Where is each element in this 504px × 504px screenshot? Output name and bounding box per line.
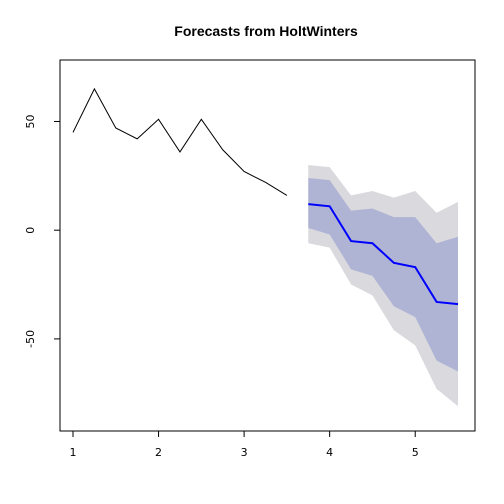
- x-tick-label: 4: [326, 446, 333, 459]
- y-tick-label: -50: [24, 330, 37, 348]
- x-tick-label: 3: [241, 446, 248, 459]
- x-tick-label: 1: [70, 446, 77, 459]
- x-tick-label: 5: [412, 446, 419, 459]
- x-tick-label: 2: [155, 446, 162, 459]
- y-tick-label: 50: [24, 114, 37, 128]
- y-tick-label: 0: [24, 227, 37, 234]
- chart-title: Forecasts from HoltWinters: [174, 23, 358, 39]
- historical-series-line: [72, 87, 288, 196]
- forecast-mean-line: [308, 203, 459, 306]
- forecast-band-80: [308, 178, 458, 372]
